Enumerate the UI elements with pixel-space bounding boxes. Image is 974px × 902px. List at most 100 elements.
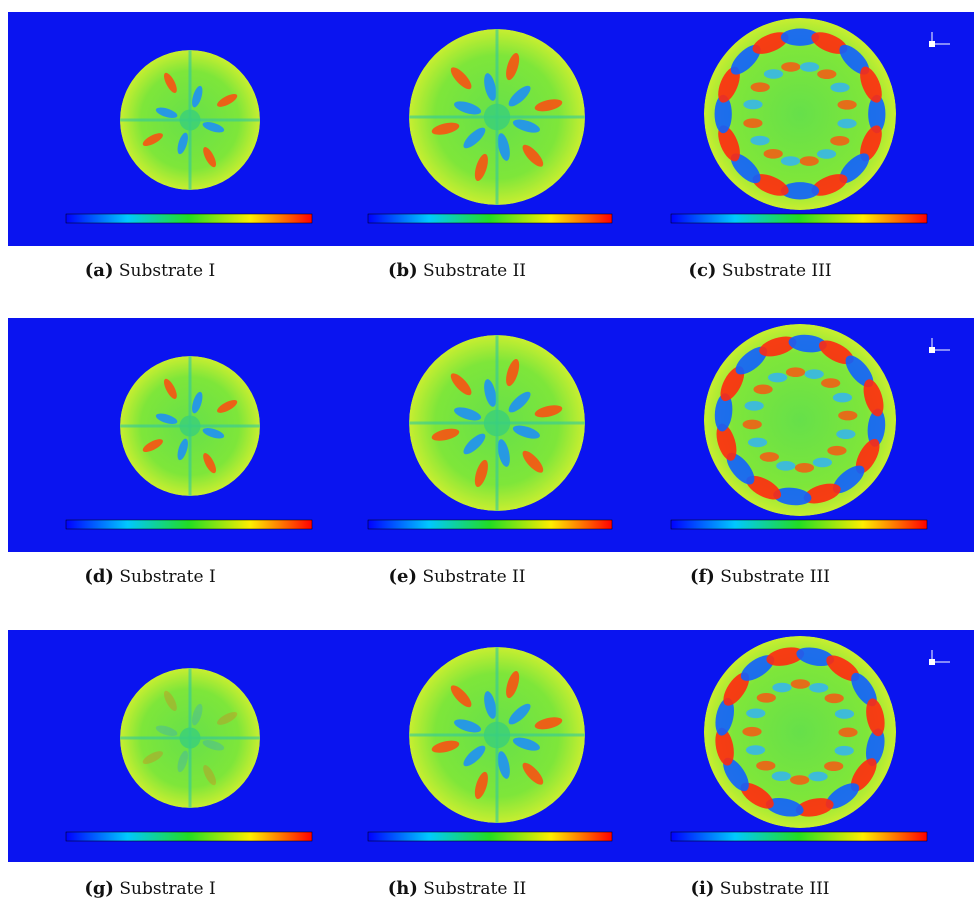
caption-text: Substrate III — [722, 261, 832, 281]
simulation-image — [704, 636, 896, 828]
patch — [833, 393, 852, 403]
patch — [835, 746, 854, 756]
patch — [743, 100, 762, 110]
patch — [825, 694, 844, 704]
patch — [756, 761, 775, 771]
patch — [772, 683, 791, 693]
patch — [837, 119, 856, 129]
patch — [800, 62, 819, 72]
axis-triad — [929, 347, 935, 353]
caption-label: (g) — [84, 878, 114, 899]
simulation-image — [409, 29, 585, 205]
axis-triad — [929, 41, 935, 47]
caption-label: (a) — [85, 260, 114, 281]
patch — [817, 149, 836, 159]
patch — [838, 411, 857, 421]
simulation-image — [704, 18, 896, 210]
patch — [813, 458, 832, 468]
patch — [781, 62, 800, 72]
patch — [748, 438, 767, 448]
patch — [821, 378, 840, 388]
patch — [838, 100, 857, 110]
caption-label: (f) — [690, 566, 715, 587]
patch — [772, 771, 791, 781]
caption-text: Substrate II — [422, 567, 525, 587]
caption: (b) Substrate II — [388, 260, 526, 281]
caption: (f) Substrate III — [690, 566, 830, 587]
disc — [704, 636, 896, 828]
core — [180, 110, 201, 131]
simulation-image — [120, 50, 260, 190]
patch — [776, 461, 795, 471]
caption-text: Substrate I — [119, 879, 215, 899]
colorbar — [66, 832, 312, 841]
disc — [704, 18, 896, 210]
patch — [743, 118, 762, 128]
patch — [760, 452, 779, 462]
colorbar — [671, 832, 927, 841]
colorbar — [671, 520, 927, 529]
patch — [835, 709, 854, 719]
patch — [786, 367, 805, 377]
caption-label: (b) — [388, 260, 418, 281]
patch — [817, 69, 836, 79]
patch — [824, 761, 843, 771]
caption-label: (h) — [388, 878, 418, 899]
simulation-image — [120, 668, 260, 808]
caption: (g) Substrate I — [84, 878, 215, 899]
patch — [742, 727, 761, 737]
patch — [757, 693, 776, 703]
patch — [830, 136, 849, 146]
axis-triad — [929, 659, 935, 665]
caption-text: Substrate II — [423, 879, 526, 899]
simulation-image — [409, 647, 585, 823]
patch — [764, 69, 783, 79]
patch — [836, 429, 855, 439]
patch — [746, 745, 765, 755]
patch — [781, 156, 800, 166]
patch — [830, 83, 849, 93]
caption: (e) Substrate II — [389, 566, 526, 587]
patch — [827, 446, 846, 456]
caption-text: Substrate I — [119, 567, 215, 587]
patch — [753, 385, 772, 395]
simulation-image — [409, 335, 585, 511]
patch — [768, 373, 787, 383]
core — [180, 728, 201, 749]
disc — [704, 324, 896, 516]
patch — [795, 463, 814, 473]
patch — [809, 683, 828, 693]
patch — [800, 156, 819, 166]
patch — [745, 401, 764, 411]
caption-label: (i) — [690, 878, 714, 899]
caption-text: Substrate II — [423, 261, 526, 281]
patch — [743, 420, 762, 430]
core — [484, 104, 510, 130]
page: {"figure": {"panels": [ {"label": "(a)",… — [0, 0, 974, 902]
figure: (a) Substrate I (b) Substrate II (c) Subst… — [0, 0, 974, 902]
colorbar — [66, 214, 312, 223]
caption-text: Substrate III — [720, 567, 830, 587]
colorbar — [671, 214, 927, 223]
caption-label: (e) — [389, 566, 418, 587]
caption: (c) Substrate III — [688, 260, 831, 281]
simulation-image — [704, 324, 896, 516]
patch — [750, 136, 769, 146]
core — [484, 722, 510, 748]
simulation-image — [120, 356, 260, 496]
patch — [751, 82, 770, 92]
caption: (h) Substrate II — [388, 878, 527, 899]
caption: (d) Substrate I — [84, 566, 215, 587]
core — [484, 410, 510, 436]
caption: (i) Substrate III — [690, 878, 829, 899]
caption-label: (d) — [84, 566, 114, 587]
patch — [746, 709, 765, 719]
colorbar — [66, 520, 312, 529]
patch — [764, 149, 783, 159]
core — [180, 416, 201, 437]
caption: (a) Substrate I — [85, 260, 215, 281]
colorbar — [368, 520, 612, 529]
patch — [838, 728, 857, 738]
colorbar — [368, 214, 612, 223]
caption-label: (c) — [688, 260, 716, 281]
